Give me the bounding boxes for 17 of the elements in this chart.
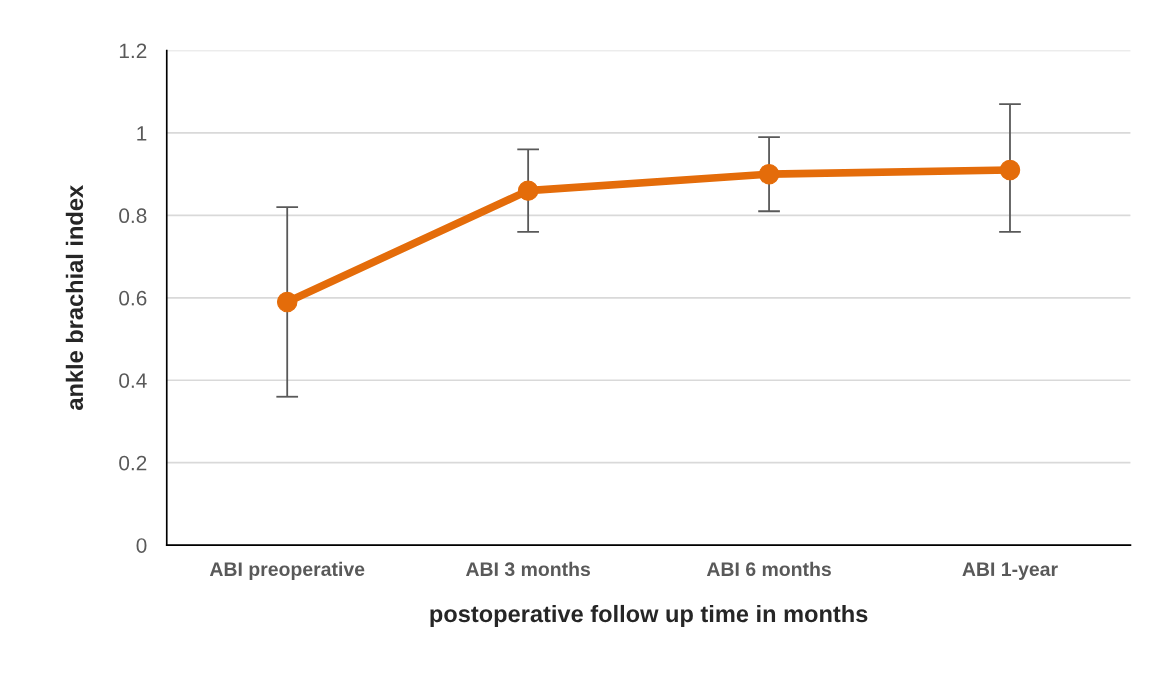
point (276, 291, 298, 313)
y-tick-label: 0.4 (119, 373, 147, 388)
y-tick-label: 1.2 (119, 43, 147, 59)
x-tick-label: ABI 3 months (465, 561, 590, 577)
y-tick-label: 0 (136, 538, 147, 553)
y-tick-label: 1 (137, 126, 147, 141)
y-axis-title: ankle brachial index (65, 185, 84, 410)
y-tick-label: 0.2 (119, 455, 147, 471)
point (758, 163, 780, 185)
x-tick-label: ABI preoperative (209, 561, 365, 580)
x-tick-label: ABI 1-year (962, 562, 1058, 580)
x-axis-title: postoperative follow up time in months (430, 604, 868, 627)
point (999, 159, 1021, 181)
y-tick-label: 0.8 (119, 208, 147, 224)
y-tick-label: 0.6 (119, 290, 147, 306)
point (517, 180, 539, 201)
x-tick-label: ABI 6 months (706, 561, 831, 577)
